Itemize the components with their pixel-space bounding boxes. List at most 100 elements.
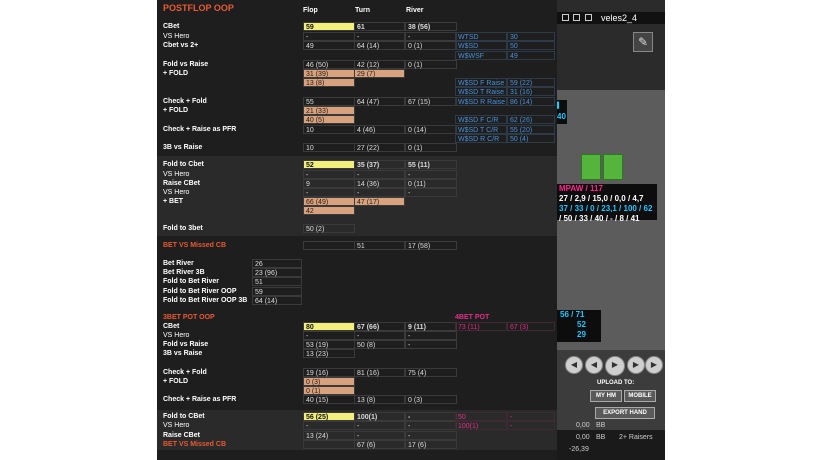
stat-label: Fold vs Raise (163, 341, 209, 348)
stat-value: - (405, 340, 457, 349)
river-stat-label: Fold to Bet River OOP (163, 288, 237, 295)
stat-value: 10 (303, 143, 355, 152)
stat-value: - (354, 170, 405, 179)
stat-value: 80 (303, 322, 355, 331)
stat-value: 13 (8) (354, 395, 405, 404)
stat-value: 59 (303, 22, 355, 31)
step-forward-icon[interactable]: ▶ (627, 356, 645, 374)
river-stat-value: 64 (14) (252, 296, 302, 305)
stat-value: - (405, 431, 457, 440)
showdown-value: 49 (507, 51, 555, 60)
stat-label: BET VS Missed CB (163, 242, 227, 249)
upload-label: UPLOAD TO: (597, 380, 635, 386)
table-felt (557, 90, 665, 350)
stat-label: Fold to CBet (163, 413, 205, 420)
stat-value: - (405, 188, 457, 197)
stat-value: - (405, 32, 457, 41)
stat-value: 0 (11) (405, 179, 457, 188)
stat-value: 52 (303, 160, 355, 169)
stat-value: 50 (8) (354, 340, 405, 349)
showdown-value: 50 (4) (507, 134, 555, 143)
poker-table-window[interactable]: veles2_4 ✎ ▌ 40 MPAW / 117 27 / 2,9 / 15… (557, 0, 665, 460)
hud-line-3: / 50 / 33 / 40 / - / 8 / 41 (559, 214, 640, 223)
stat-value: 21 (33) (303, 106, 355, 115)
stat-value: - (354, 421, 405, 430)
stat-value: - (303, 188, 355, 197)
stat-label: VS Hero (163, 189, 190, 196)
stat-value: 56 (25) (303, 412, 355, 421)
stat-value: - (405, 170, 457, 179)
stat-value: 0 (3) (405, 395, 457, 404)
stat-value: - (405, 331, 457, 340)
showdown-label: W$SD T C/R (455, 125, 507, 134)
stat-value: 49 (303, 41, 355, 50)
stat-value: 81 (16) (354, 368, 405, 377)
stat-value: - (354, 431, 405, 440)
col-header-flop: Flop (303, 7, 318, 14)
stat-label: + BET (163, 198, 184, 205)
stat-value: 64 (47) (354, 97, 405, 106)
settings-icon[interactable] (585, 14, 592, 21)
stat-label: VS Hero (163, 332, 190, 339)
board-card-2 (603, 154, 623, 180)
stat-value: 67 (15) (405, 97, 457, 106)
rewind-icon[interactable]: ◀ (565, 356, 583, 374)
hero-hud[interactable]: 56 / 71 52 29 (557, 310, 601, 342)
stat-value: 0 (1) (405, 143, 457, 152)
stat-value: 55 (303, 97, 355, 106)
stat-label: Fold to Cbet (163, 161, 204, 168)
stat-value: 0 (3) (303, 377, 355, 386)
stat-value: 29 (7) (354, 69, 405, 78)
pencil-icon[interactable]: ✎ (633, 32, 653, 52)
stat-value: 31 (39) (303, 69, 355, 78)
play-icon[interactable]: ▶ (605, 356, 625, 376)
panel-title: POSTFLOP OOP (163, 3, 234, 13)
stat-label: VS Hero (163, 33, 190, 40)
stat-value: 66 (49) (303, 197, 355, 206)
fast-forward-icon[interactable]: ▶ (645, 356, 663, 374)
stat-value: 42 (12) (354, 60, 405, 69)
stat-value: 38 (56) (405, 22, 457, 31)
table-titlebar (557, 12, 665, 24)
restore-icon[interactable] (573, 14, 580, 21)
stat-label: + FOLD (163, 107, 189, 114)
mobile-button[interactable]: MOBILE (624, 390, 656, 402)
showdown-value: 30 (507, 32, 555, 41)
fourbet-value: 67 (3) (507, 322, 555, 331)
hud-partial[interactable]: ▌ (557, 100, 567, 124)
stat-value: - (303, 331, 355, 340)
hud-line-2: 37 / 33 / 0 / 23,1 / 100 / 62 (559, 204, 653, 213)
stat-value: 100(1) (354, 412, 405, 421)
showdown-label: W$SD R C/R (455, 134, 507, 143)
stat-value: - (303, 32, 355, 41)
stat-value: 9 (303, 179, 355, 188)
stat-value: 40 (15) (303, 395, 355, 404)
stat-value: 0 (14) (405, 125, 457, 134)
export-hand-button[interactable]: EXPORT HAND (595, 407, 655, 419)
col-header-river: River (406, 7, 424, 14)
step-back-icon[interactable]: ◀ (585, 356, 603, 374)
stat-value: 17 (6) (405, 440, 457, 449)
showdown-value: 62 (26) (507, 115, 555, 124)
opponent-hud[interactable]: MPAW / 117 27 / 2,9 / 15,0 / 0,0 / 4,7 3… (557, 184, 657, 223)
my-hm-button[interactable]: MY HM (590, 390, 622, 402)
stat-value: 46 (50) (303, 60, 355, 69)
stat-label: CBet (163, 23, 180, 30)
threebet-title: 3BET POT OOP (163, 314, 215, 321)
stat-value (303, 440, 355, 449)
stat-value: 0 (1) (405, 60, 457, 69)
stat-value: 27 (22) (354, 143, 405, 152)
hud-line-1: 27 / 2,9 / 15,0 / 0,0 / 4,7 (559, 194, 644, 203)
river-stat-value: 59 (252, 287, 302, 296)
stat-value: 4 (46) (354, 125, 405, 134)
fourbet-value: 100(1) (455, 421, 507, 430)
showdown-value: 31 (16) (507, 87, 555, 96)
stat-value: 35 (37) (354, 160, 405, 169)
results-footer: 0,00 BB 2+ Raisers 0,00 BB -26,39 (557, 422, 665, 460)
stat-label: BET VS Missed CB (163, 441, 227, 448)
river-stat-value: 23 (96) (252, 268, 302, 277)
showdown-value: 50 (507, 41, 555, 50)
stat-label: VS Hero (163, 422, 190, 429)
minimize-icon[interactable] (562, 14, 569, 21)
river-stat-value: 51 (252, 277, 302, 286)
